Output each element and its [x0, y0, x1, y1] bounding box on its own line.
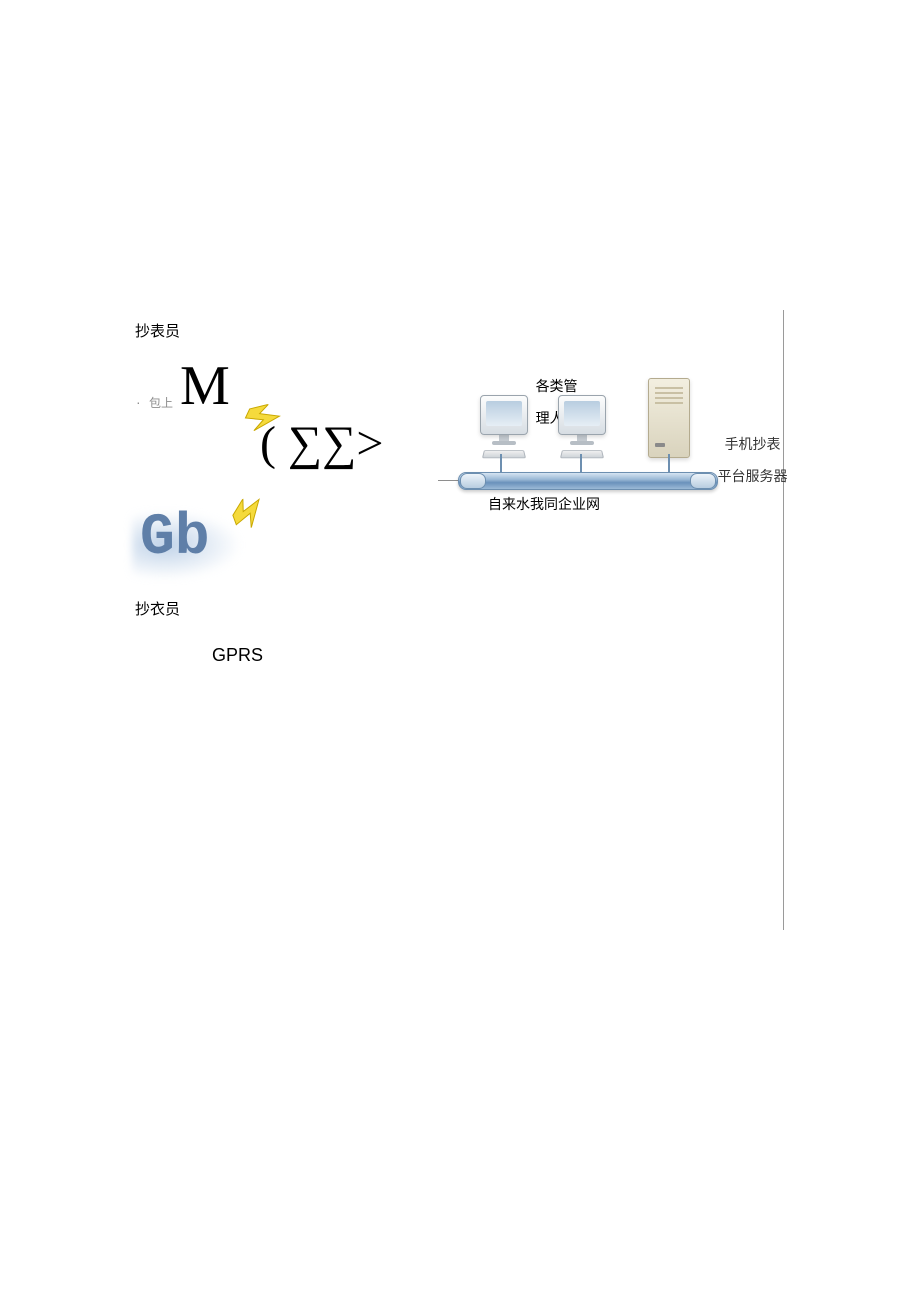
managers-line1: 各类管: [536, 378, 578, 394]
m-glyph: M: [180, 358, 230, 414]
page-divider-line: [783, 310, 784, 930]
meter-reader-bottom-label: 抄衣员: [135, 598, 180, 619]
server-line2: 平台服务器: [718, 468, 788, 484]
workstation-icon: [558, 395, 606, 459]
gprs-label: GPRS: [212, 645, 263, 666]
meter-reader-top-label: 抄表员: [135, 320, 180, 341]
server-icon: [648, 378, 690, 458]
package-label: 包上: [149, 394, 173, 411]
sigma-glyph: ( ∑∑>: [260, 420, 384, 468]
server-line1: 手机抄表: [725, 436, 781, 452]
workstation-icon: [480, 395, 528, 459]
network-label: 自来水我同企业网: [488, 494, 600, 514]
network-bar: [458, 472, 718, 490]
diagram-canvas: 抄表员 · 包上 M ( ∑∑> Gb 抄衣员 GPRS 各类管 理人员: [0, 0, 920, 1301]
bullet-glyph: ·: [136, 394, 141, 410]
gb-glyph: Gb: [140, 510, 210, 568]
